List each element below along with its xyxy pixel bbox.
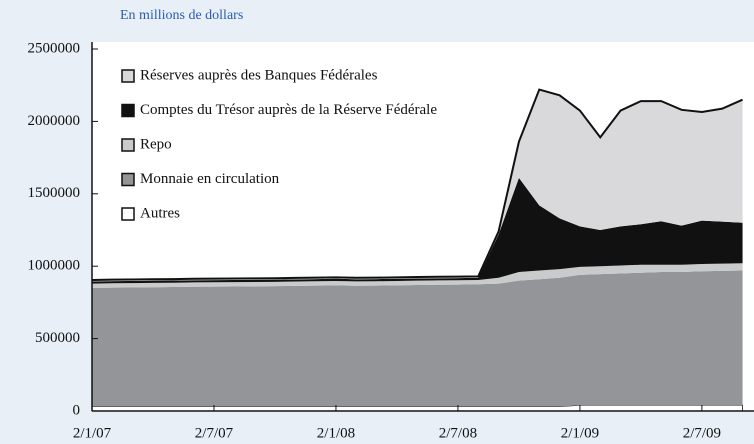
x-tick-label: 2/1/07 [73,425,112,441]
x-tick-label: 2/1/08 [317,425,355,441]
legend-label: Monnaie en circulation [140,171,280,187]
area [92,89,743,282]
area [92,177,743,284]
y-tick-label: 1000000 [28,258,81,274]
legend-label: Autres [140,205,180,221]
x-tick-label: 2/7/07 [195,425,234,441]
x-tick-label: 2/7/08 [439,425,477,441]
y-tick-label: 0 [73,402,81,418]
legend-swatch [121,69,135,83]
legend-label: Réserves auprès des Banques Fédérales [140,67,378,83]
legend-swatch [121,172,135,187]
x-tick-label: 2/7/09 [683,425,721,441]
legend-label: Repo [140,136,172,152]
y-tick-label: 2000000 [28,113,81,129]
y-tick-label: 1500000 [28,185,81,201]
legend-label: Comptes du Trésor auprès de la Réserve F… [140,102,437,118]
x-tick-label: 2/1/09 [561,425,599,441]
area [92,263,743,288]
total-outline [91,88,743,281]
y-tick-label: 2500000 [28,40,81,56]
y-tick-label: 500000 [35,330,80,346]
legend-swatch [121,138,135,152]
legend-swatch [121,103,135,118]
legend-swatch [121,207,135,221]
area [92,270,743,407]
chart-subtitle: En millions de dollars [120,8,243,23]
